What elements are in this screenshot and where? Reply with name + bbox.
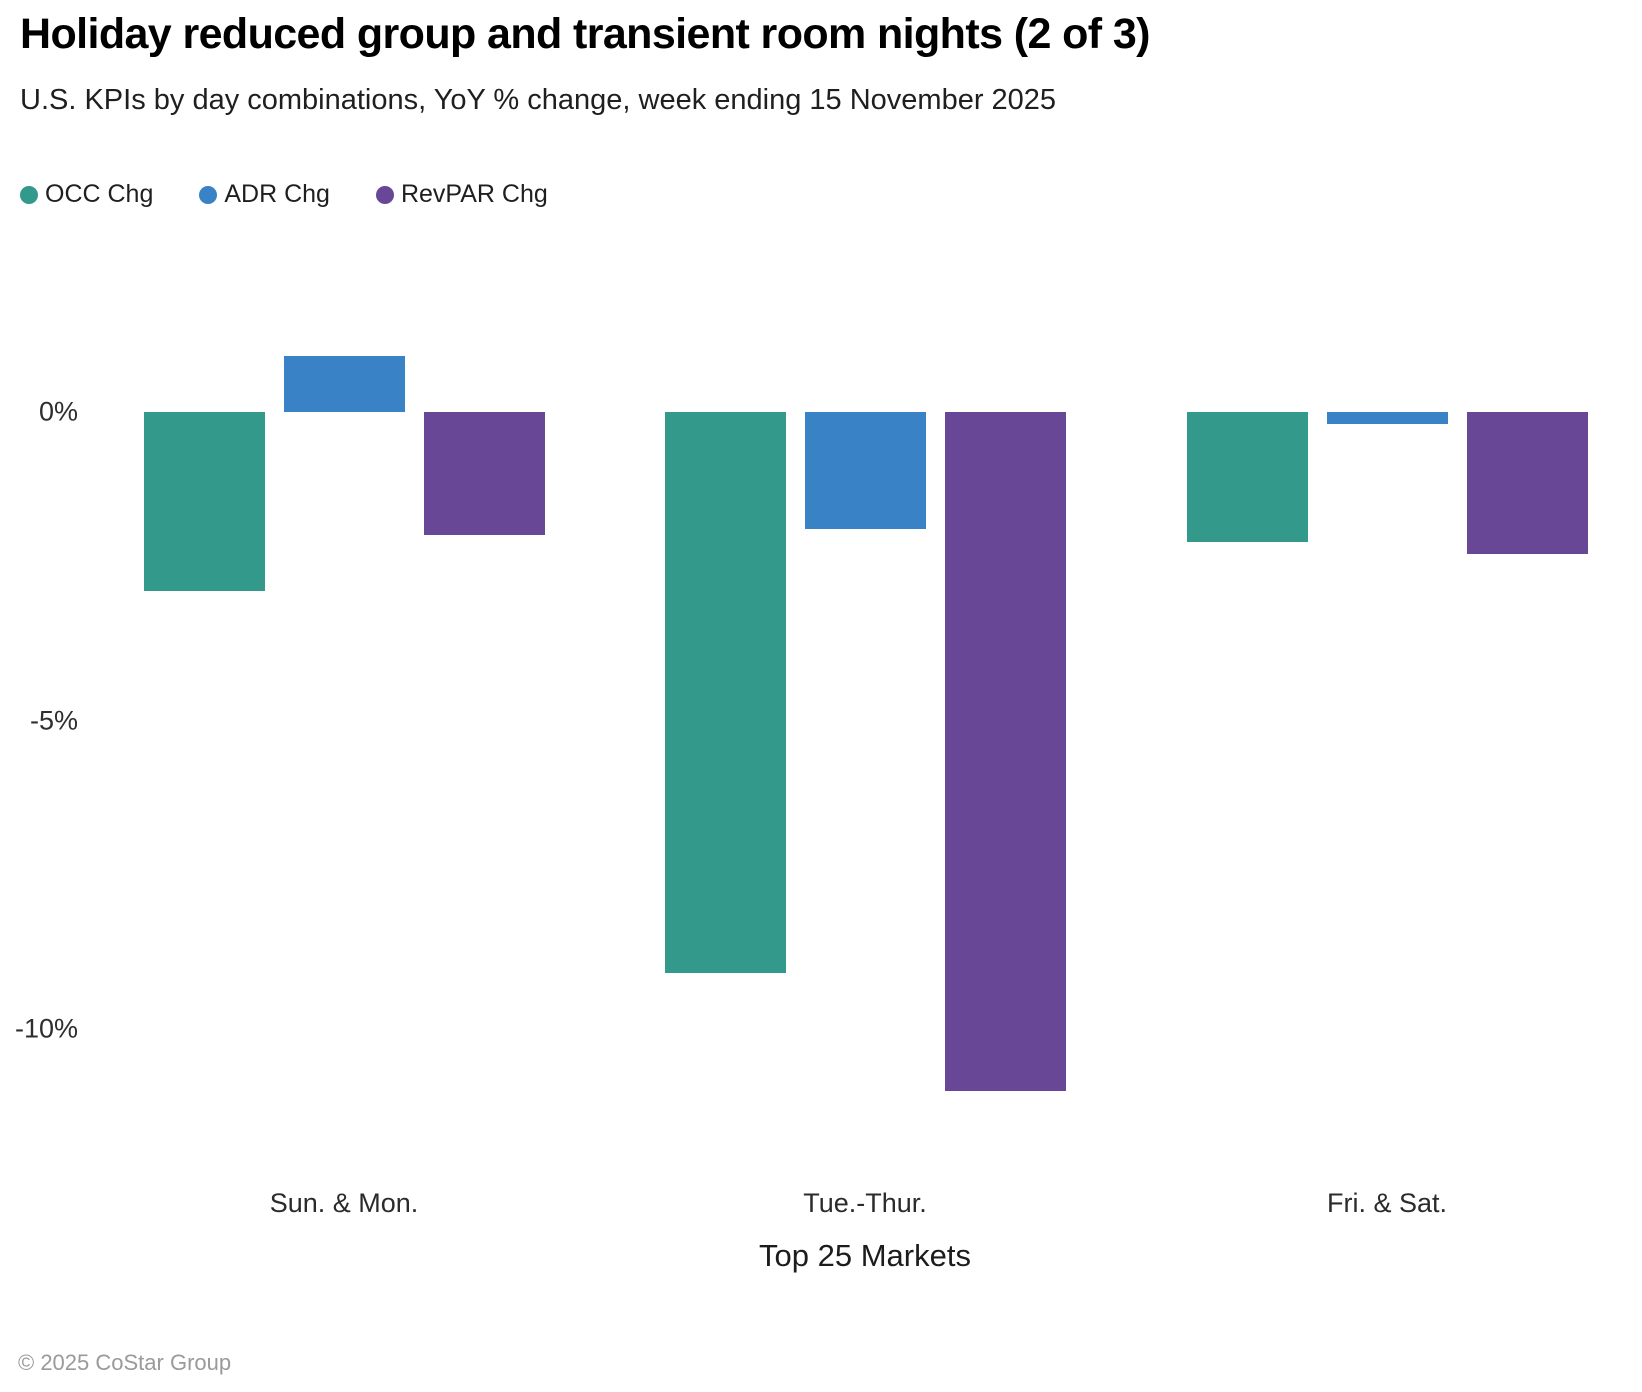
bar-adr-chg-tue-thur bbox=[804, 412, 926, 530]
legend-dot-icon bbox=[20, 185, 38, 204]
bar-occ-chg-fri-sat bbox=[1186, 412, 1308, 542]
legend-label: RevPAR Chg bbox=[400, 180, 548, 208]
chart-title: Holiday reduced group and transient room… bbox=[20, 10, 1150, 58]
bar-adr-chg-fri-sat bbox=[1326, 412, 1448, 425]
bar-revpar-chg-fri-sat bbox=[1466, 412, 1588, 554]
bar-occ-chg-tue-thur bbox=[664, 412, 786, 974]
x-axis-title: Top 25 Markets bbox=[759, 1238, 971, 1273]
legend: OCC Chg ADR Chg RevPAR Chg bbox=[20, 180, 548, 209]
y-tick--5: -5% bbox=[29, 705, 78, 735]
x-category-label-tue-thur: Tue.-Thur. bbox=[803, 1188, 927, 1218]
x-category-label-sun-mon: Sun. & Mon. bbox=[269, 1188, 419, 1218]
bar-occ-chg-sun-mon bbox=[143, 412, 265, 591]
legend-dot-icon bbox=[375, 185, 394, 204]
legend-item-revpar-chg: RevPAR Chg bbox=[375, 180, 548, 209]
legend-label: OCC Chg bbox=[45, 180, 154, 208]
bar-revpar-chg-tue-thur bbox=[944, 412, 1066, 1091]
legend-item-adr-chg: ADR Chg bbox=[199, 180, 330, 209]
bar-revpar-chg-sun-mon bbox=[423, 412, 545, 536]
y-tick--10: -10% bbox=[14, 1013, 78, 1044]
x-category-label-fri-sat: Fri. & Sat. bbox=[1326, 1188, 1448, 1218]
legend-dot-icon bbox=[199, 185, 218, 204]
y-tick-0: 0% bbox=[38, 396, 78, 427]
chart-subtitle: U.S. KPIs by day combinations, YoY % cha… bbox=[20, 84, 1057, 116]
legend-label: ADR Chg bbox=[224, 180, 330, 208]
legend-item-occ-chg: OCC Chg bbox=[20, 180, 153, 209]
bar-adr-chg-sun-mon bbox=[283, 356, 405, 412]
copyright-footer: © 2025 CoStar Group bbox=[18, 1350, 232, 1375]
